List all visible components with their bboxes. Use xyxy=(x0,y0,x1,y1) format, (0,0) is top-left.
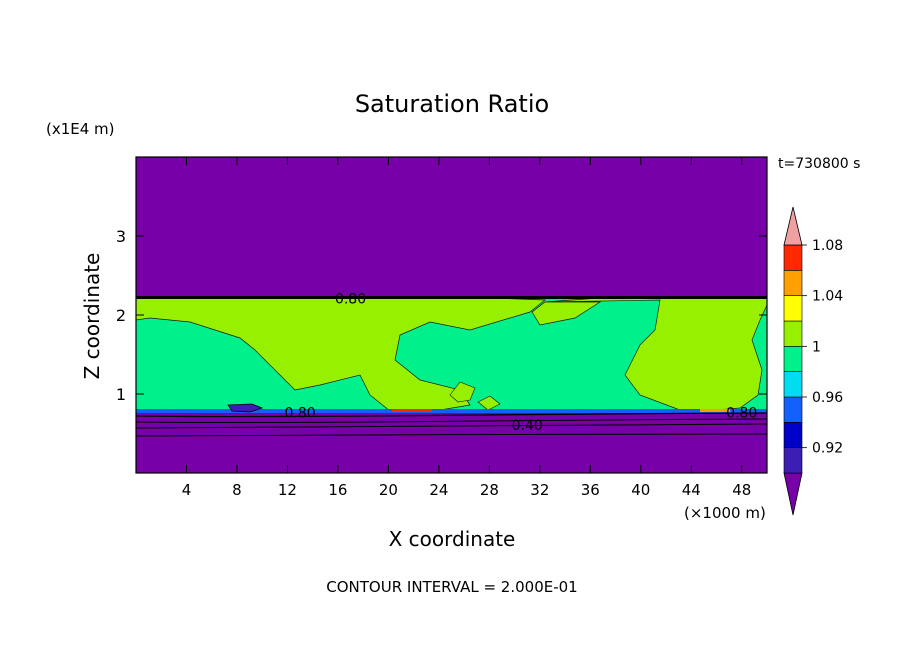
colorbar-swatch xyxy=(783,244,803,271)
x-tick-label: 48 xyxy=(732,481,751,499)
contour-label: 0.80 xyxy=(335,292,366,308)
colorbar-label: 0.92 xyxy=(812,441,843,457)
small-blob xyxy=(449,381,476,403)
y-axis-label: Z coordinate xyxy=(80,253,104,380)
contour-label: 0.80 xyxy=(284,405,315,421)
upper-band-region xyxy=(136,157,767,298)
y-tick-label: 3 xyxy=(116,227,126,246)
colorbar-swatch xyxy=(783,346,803,372)
y-unit-label: (x1E4 m) xyxy=(46,120,115,138)
supersaturated-patch-right xyxy=(531,301,602,326)
colorbar-arrow-bottom xyxy=(783,472,803,516)
x-tick-label: 20 xyxy=(379,481,398,499)
contour-line-1 xyxy=(135,412,768,418)
x-tick-label: 36 xyxy=(581,481,600,499)
colorbar: 0.92 0.96 1 1.04 1.08 xyxy=(783,206,843,516)
colorbar-label: 1.08 xyxy=(812,238,843,254)
y-tick-label: 1 xyxy=(116,385,126,404)
plot-area: 0.80 0.80 0.40 0.80 xyxy=(135,156,768,474)
contour-label: 0.40 xyxy=(512,418,543,434)
colorbar-label: 0.96 xyxy=(812,390,843,406)
colorbar-swatch xyxy=(783,396,803,423)
colorbar-swatch xyxy=(783,371,803,398)
colorbar-label: 1 xyxy=(812,339,821,355)
colorbar-arrow-top xyxy=(783,206,803,246)
x-tick-label: 12 xyxy=(278,481,297,499)
x-tick-label: 4 xyxy=(182,481,192,499)
y-axis: 1 2 3 xyxy=(116,227,767,404)
chart-title: Saturation Ratio xyxy=(355,90,549,118)
x-tick-label: 24 xyxy=(429,481,448,499)
x-tick-label: 40 xyxy=(631,481,650,499)
contour-line-3 xyxy=(135,423,768,429)
colorbar-swatch xyxy=(783,270,803,296)
contour-line-4 xyxy=(135,433,768,437)
colorbar-swatch xyxy=(783,320,803,347)
colorbar-label: 1.04 xyxy=(812,289,843,305)
x-axis-label: X coordinate xyxy=(389,527,516,551)
colorbar-swatch xyxy=(783,447,803,474)
contour-labels: 0.80 0.80 0.40 0.80 xyxy=(284,292,757,434)
x-unit-label: (×1000 m) xyxy=(684,504,766,522)
y-tick-label: 2 xyxy=(116,306,126,325)
x-tick-label: 16 xyxy=(328,481,347,499)
contour-interval-footer: CONTOUR INTERVAL = 2.000E-01 xyxy=(326,578,577,596)
x-tick-label: 44 xyxy=(682,481,701,499)
time-label: t=730800 s xyxy=(778,156,860,172)
colorbar-swatch xyxy=(783,422,803,448)
cloud-base-orange-1 xyxy=(392,409,432,412)
x-axis: 4 8 12 16 20 24 28 32 36 40 44 48 xyxy=(182,157,751,499)
cloud-base-orange-2 xyxy=(700,409,730,412)
cloud-top-strip xyxy=(136,296,767,299)
cloud-base-strip xyxy=(136,409,767,413)
colorbar-swatch xyxy=(783,295,803,322)
small-blob-2 xyxy=(477,395,501,411)
x-tick-label: 8 xyxy=(232,481,242,499)
x-tick-label: 32 xyxy=(530,481,549,499)
contour-label: 0.80 xyxy=(726,405,757,421)
contour-dark-blob xyxy=(227,403,264,413)
x-tick-label: 28 xyxy=(480,481,499,499)
contour-line-2 xyxy=(135,418,768,424)
